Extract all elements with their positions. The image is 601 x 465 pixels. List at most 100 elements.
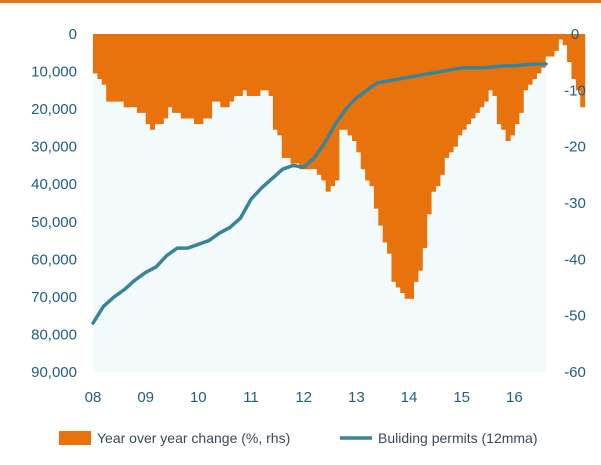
right-tick-label: -30 <box>564 195 586 212</box>
yoy-change-bar <box>509 34 515 136</box>
yoy-change-bar <box>382 34 388 243</box>
yoy-change-bar <box>97 34 103 80</box>
yoy-change-bar <box>198 34 204 125</box>
yoy-change-bar <box>312 34 318 170</box>
legend-label-line: Buliding permits (12mma) <box>378 430 538 446</box>
yoy-change-bar <box>220 34 226 108</box>
yoy-change-bar <box>351 34 357 142</box>
yoy-change-bar <box>180 34 186 119</box>
yoy-change-bar <box>303 34 309 170</box>
left-axis-ticks: 0 10,000 20,000 30,000 40,000 50,000 60,000 70,… <box>31 26 77 381</box>
x-tick-label: 14 <box>401 389 418 406</box>
yoy-change-bar <box>360 34 366 170</box>
yoy-change-bar <box>119 34 125 102</box>
yoy-change-bar <box>545 34 551 57</box>
left-tick-label: 0 <box>69 26 77 43</box>
x-tick-label: 08 <box>85 389 102 406</box>
yoy-change-bar <box>114 34 120 102</box>
right-axis-ticks: 0 -10 -20 -30 -40 -50 -60 <box>564 26 586 381</box>
yoy-change-bar <box>422 34 428 249</box>
yoy-change-bar <box>215 34 221 102</box>
yoy-change-bar <box>299 34 305 170</box>
yoy-change-bar <box>387 34 393 254</box>
yoy-change-bar <box>330 34 336 187</box>
yoy-change-bar <box>264 34 270 91</box>
x-tick-label: 12 <box>295 389 312 406</box>
yoy-change-bar <box>325 34 331 192</box>
yoy-change-bar <box>575 34 581 91</box>
yoy-change-bar <box>189 34 195 119</box>
yoy-change-bar <box>580 34 586 108</box>
yoy-change-bar <box>571 34 577 80</box>
yoy-change-bar <box>255 34 261 96</box>
yoy-change-bar <box>369 34 375 187</box>
right-tick-label: -10 <box>564 82 586 99</box>
yoy-change-bar <box>501 34 507 130</box>
yoy-change-bar <box>207 34 213 119</box>
top-rule <box>0 0 601 3</box>
left-tick-label: 20,000 <box>31 101 77 118</box>
yoy-change-bar <box>128 34 134 108</box>
yoy-change-bar <box>531 34 537 80</box>
yoy-change-bar <box>110 34 116 102</box>
left-tick-label: 30,000 <box>31 139 77 156</box>
yoy-change-bar <box>417 34 423 271</box>
yoy-change-bar <box>479 34 485 108</box>
yoy-change-bar <box>413 34 419 282</box>
yoy-change-bar <box>290 34 296 164</box>
right-tick-label: 0 <box>571 26 579 43</box>
x-tick-label: 11 <box>243 389 259 406</box>
yoy-change-bar <box>334 34 340 181</box>
yoy-change-bar <box>185 34 191 119</box>
yoy-change-bar <box>338 34 344 130</box>
x-tick-label: 13 <box>348 389 365 406</box>
yoy-change-bar <box>540 34 546 68</box>
right-tick-label: -40 <box>564 251 586 268</box>
yoy-change-bar <box>466 34 472 125</box>
yoy-change-bar <box>281 34 287 158</box>
yoy-change-bar <box>136 34 142 113</box>
yoy-change-bar <box>308 34 314 170</box>
yoy-change-bar <box>373 34 379 209</box>
yoy-change-bar <box>176 34 182 113</box>
left-tick-label: 50,000 <box>31 214 77 231</box>
yoy-change-bar <box>286 34 292 158</box>
left-tick-label: 40,000 <box>31 176 77 193</box>
yoy-change-bar <box>202 34 208 119</box>
yoy-change-bar <box>158 34 164 125</box>
yoy-change-bar <box>365 34 371 181</box>
yoy-change-bar <box>316 34 322 175</box>
yoy-change-bar <box>536 34 542 74</box>
yoy-change-bar <box>224 34 230 108</box>
yoy-change-bar <box>229 34 235 102</box>
yoy-change-bar <box>452 34 458 147</box>
yoy-change-bar <box>470 34 476 119</box>
yoy-change-bar <box>193 34 199 125</box>
yoy-change-bar <box>461 34 467 130</box>
yoy-change-bar <box>518 34 524 113</box>
yoy-change-bar <box>496 34 502 125</box>
right-tick-label: -20 <box>564 139 586 156</box>
left-tick-label: 60,000 <box>31 251 77 268</box>
yoy-change-bar <box>488 34 494 91</box>
yoy-change-bar <box>457 34 463 136</box>
yoy-change-bar <box>527 34 533 85</box>
yoy-change-bar <box>505 34 511 142</box>
yoy-change-bar <box>426 34 432 215</box>
yoy-change-bar <box>409 34 415 299</box>
building-permits-line <box>91 62 548 325</box>
x-axis-ticks: 08 09 10 11 12 13 14 15 16 <box>85 389 523 406</box>
yoy-change-bar <box>492 34 498 96</box>
yoy-change-bar <box>277 34 283 136</box>
yoy-change-bar <box>167 34 173 108</box>
yoy-change-bar <box>343 34 349 130</box>
yoy-change-bar <box>123 34 129 108</box>
x-tick-label: 09 <box>137 389 154 406</box>
yoy-change-bar <box>150 34 156 130</box>
yoy-change-bar <box>444 34 450 158</box>
x-tick-label: 10 <box>190 389 207 406</box>
yoy-change-bar <box>404 34 410 299</box>
x-tick-label: 16 <box>506 389 523 406</box>
yoy-change-bar <box>101 34 107 85</box>
